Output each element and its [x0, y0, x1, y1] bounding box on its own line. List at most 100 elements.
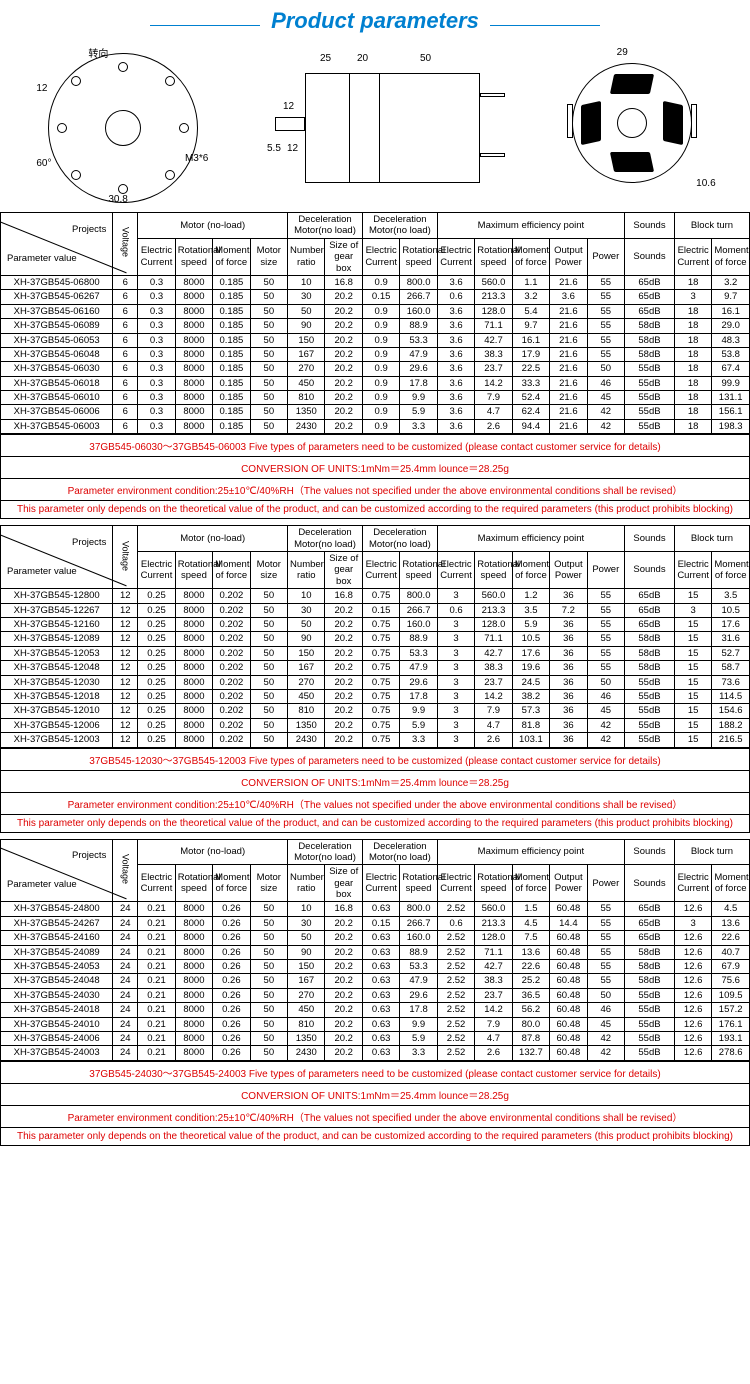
cell: 50 [250, 974, 287, 988]
cell: 560.0 [475, 275, 512, 289]
dim-50: 50 [420, 53, 431, 64]
cell: 3.6 [437, 362, 474, 376]
table-row: XH-37GB545-0603060.380000.1855027020.20.… [1, 362, 750, 376]
cell: 0.9 [362, 391, 399, 405]
hdr-voltage: Voltage [120, 541, 131, 571]
cell: 94.4 [512, 419, 549, 433]
cell: 18 [674, 391, 711, 405]
cell: 60.48 [550, 988, 587, 1002]
cell: 88.9 [400, 319, 437, 333]
cell: 24 [113, 960, 138, 974]
cell: 55 [587, 290, 624, 304]
cell: 81.8 [512, 718, 549, 732]
cell: 47.9 [400, 347, 437, 361]
dim-arrow-label: 转向 [88, 45, 108, 60]
cell: 8000 [175, 333, 212, 347]
note-units: CONVERSION OF UNITS:1mNm＝25.4mm lounce＝2… [0, 771, 750, 793]
table-row: XH-37GB545-0600660.380000.18550135020.20… [1, 405, 750, 419]
cell: XH-37GB545-24048 [1, 974, 113, 988]
cell: XH-37GB545-06160 [1, 304, 113, 318]
cell: 24 [113, 1003, 138, 1017]
cell: 8000 [175, 1003, 212, 1017]
cell: 73.6 [712, 675, 750, 689]
cell: 0.25 [138, 603, 175, 617]
table-row: XH-37GB545-24048240.2180000.265016720.20… [1, 974, 750, 988]
cell: 0.21 [138, 945, 175, 959]
table-row: XH-37GB545-12006120.2580000.20250135020.… [1, 718, 750, 732]
sub-sounds: Sounds [625, 552, 675, 589]
cell: 0.3 [138, 419, 175, 433]
cell: 266.7 [400, 916, 437, 930]
sub-op: Output Power [550, 865, 587, 902]
cell: 10 [288, 275, 325, 289]
cell: 198.3 [712, 419, 750, 433]
hdr-motor-noload: Motor (no-load) [138, 526, 288, 552]
table-row: XH-37GB545-12018120.2580000.2025045020.2… [1, 689, 750, 703]
cell: 3.6 [437, 304, 474, 318]
cell: 0.21 [138, 902, 175, 916]
cell: 3 [437, 617, 474, 631]
cell: 12.6 [674, 1017, 711, 1031]
table-row: XH-37GB545-0626760.380000.185503020.20.1… [1, 290, 750, 304]
cell: 0.15 [362, 916, 399, 930]
cell: 50 [250, 376, 287, 390]
cell: 270 [288, 988, 325, 1002]
cell: 12 [113, 617, 138, 631]
note-custom: 37GB545-06030～37GB545-06003 Five types o… [0, 434, 750, 457]
cell: 20.2 [325, 945, 362, 959]
table-row: XH-37GB545-0604860.380000.1855016720.20.… [1, 347, 750, 361]
table-row: XH-37GB545-12030120.2580000.2025027020.2… [1, 675, 750, 689]
table-row: XH-37GB545-0605360.380000.1855015020.20.… [1, 333, 750, 347]
cell: 800.0 [400, 589, 437, 603]
cell: 7.9 [475, 704, 512, 718]
cell: 0.63 [362, 931, 399, 945]
cell: 50 [250, 603, 287, 617]
cell: 55dB [625, 675, 675, 689]
cell: 0.21 [138, 1003, 175, 1017]
sub-mf3: Moment of force [712, 238, 750, 275]
sub-ec3: Electric Current [437, 865, 474, 902]
cell: XH-37GB545-24053 [1, 960, 113, 974]
cell: 8000 [175, 646, 212, 660]
cell: 8000 [175, 1017, 212, 1031]
diagrams-row: 转向 12 60° M3*6 30.8 25 20 50 12 5.5 12 2… [0, 38, 750, 208]
cell: 55dB [625, 718, 675, 732]
cell: 6 [113, 362, 138, 376]
cell: 4.7 [475, 405, 512, 419]
cell: 38.2 [512, 689, 549, 703]
cell: 21.6 [550, 304, 587, 318]
cell: 3 [674, 916, 711, 930]
cell: 23.7 [475, 675, 512, 689]
cell: 193.1 [712, 1031, 750, 1045]
cell: 50 [250, 718, 287, 732]
cell: 36 [550, 646, 587, 660]
cell: 560.0 [475, 902, 512, 916]
sub-mf3: Moment of force [712, 552, 750, 589]
cell: 12.6 [674, 902, 711, 916]
cell: 56.2 [512, 1003, 549, 1017]
cell: 0.21 [138, 974, 175, 988]
cell: 4.5 [712, 902, 750, 916]
cell: 8000 [175, 304, 212, 318]
cell: 36 [550, 733, 587, 747]
cell: XH-37GB545-06053 [1, 333, 113, 347]
cell: 71.1 [475, 319, 512, 333]
cell: XH-37GB545-24089 [1, 945, 113, 959]
sub-nr: Number ratio [288, 865, 325, 902]
cell: 42.7 [475, 960, 512, 974]
cell: 71.1 [475, 945, 512, 959]
cell: 8000 [175, 661, 212, 675]
table-row: XH-37GB545-0600360.380000.18550243020.20… [1, 419, 750, 433]
cell: 0.25 [138, 632, 175, 646]
cell: 45 [587, 391, 624, 405]
hdr-projects: Projects [72, 850, 106, 861]
cell: 50 [250, 1003, 287, 1017]
cell: 14.2 [475, 1003, 512, 1017]
hdr-sounds: Sounds [625, 213, 675, 239]
cell: 0.26 [213, 931, 250, 945]
table-row: XH-37GB545-24053240.2180000.265015020.20… [1, 960, 750, 974]
cell: 20.2 [325, 304, 362, 318]
cell: 16.1 [712, 304, 750, 318]
cell: 42.7 [475, 333, 512, 347]
cell: 8000 [175, 704, 212, 718]
